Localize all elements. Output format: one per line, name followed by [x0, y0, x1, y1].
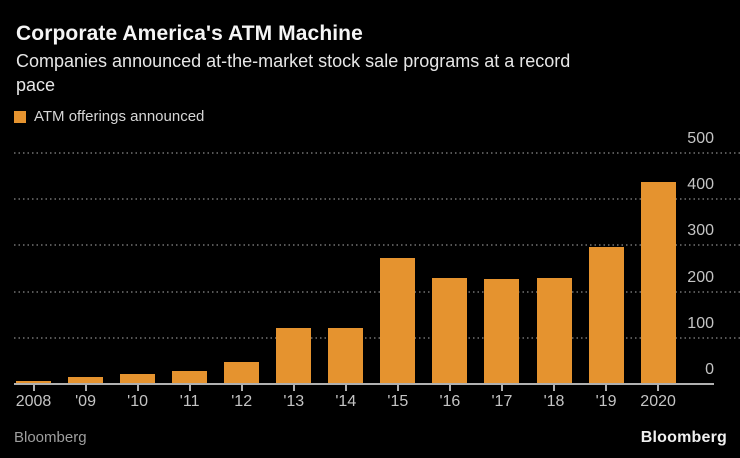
x-axis-label-'14: '14: [335, 393, 357, 410]
x-axis-tick-'10: [136, 385, 139, 391]
gridline-200: [14, 290, 740, 293]
bar-'12: [224, 362, 260, 383]
x-axis-label-'09: '09: [75, 393, 96, 410]
gridline-100: [14, 336, 740, 339]
y-axis-label-0: 0: [705, 361, 714, 378]
x-axis-tick-'19: [605, 385, 608, 391]
x-axis-tick-'14: [344, 385, 347, 391]
gridline-300: [14, 244, 740, 247]
x-axis-tick-'11: [188, 385, 191, 391]
y-axis-label-100: 100: [687, 314, 714, 332]
x-axis-label-'15: '15: [387, 393, 409, 410]
x-axis-tick-'13: [292, 385, 295, 391]
bar-2020: [640, 182, 676, 383]
bar-'13: [276, 327, 312, 383]
x-axis-label-'10: '10: [127, 393, 149, 410]
x-axis-label-'16: '16: [439, 393, 461, 410]
legend-label: ATM offerings announced: [34, 108, 205, 125]
x-axis-label-'11: '11: [179, 393, 200, 410]
gridline-500: [14, 152, 740, 154]
x-axis-label-'19: '19: [595, 393, 617, 410]
x-axis-baseline: [14, 383, 714, 385]
bar-'10: [120, 373, 156, 383]
y-axis-label-500: 500: [687, 130, 714, 147]
x-axis-tick-'18: [553, 385, 555, 391]
bar-'15: [380, 258, 416, 383]
x-axis-tick-'15: [396, 385, 399, 391]
chart-subtitle-line-1: Companies announced at-the-market stock …: [16, 51, 571, 71]
bar-'18: [536, 278, 572, 383]
bar-'14: [328, 327, 364, 383]
bar-2008: [16, 380, 51, 383]
bar-'11: [172, 370, 208, 383]
bar-'16: [432, 277, 468, 383]
x-axis-tick-'12: [240, 385, 243, 391]
y-axis-label-300: 300: [687, 222, 714, 240]
chart-title: Corporate America's ATM Machine: [16, 22, 363, 45]
chart-subtitle-line-2: pace: [16, 75, 56, 95]
x-axis-tick-2020: [657, 385, 660, 391]
y-axis-label-400: 400: [687, 176, 714, 194]
x-axis-tick-'16: [448, 385, 451, 391]
x-axis-label-'17: '17: [491, 393, 513, 410]
x-axis-label-2008: 2008: [15, 393, 52, 410]
x-axis-label-'12: '12: [231, 393, 253, 410]
x-axis-tick-'09: [84, 385, 87, 391]
legend-swatch-icon: [14, 110, 26, 123]
chart-subtitle: Companies announced at-the-market stock …: [16, 49, 570, 97]
y-axis-label-200: 200: [687, 268, 714, 286]
bar-'09: [68, 377, 104, 383]
source-label: Bloomberg: [14, 429, 87, 446]
x-axis-label-'13: '13: [283, 393, 305, 410]
bar-'17: [484, 279, 520, 383]
legend: ATM offerings announced: [14, 108, 204, 125]
bloomberg-logo: Bloomberg: [640, 429, 727, 446]
gridline-400: [14, 198, 740, 201]
x-axis-tick-'17: [500, 385, 503, 391]
x-axis-tick-2008: [32, 385, 35, 391]
bar-'19: [588, 246, 624, 383]
x-axis-label-'18: '18: [543, 393, 565, 410]
x-axis-label-2020: 2020: [640, 393, 676, 410]
